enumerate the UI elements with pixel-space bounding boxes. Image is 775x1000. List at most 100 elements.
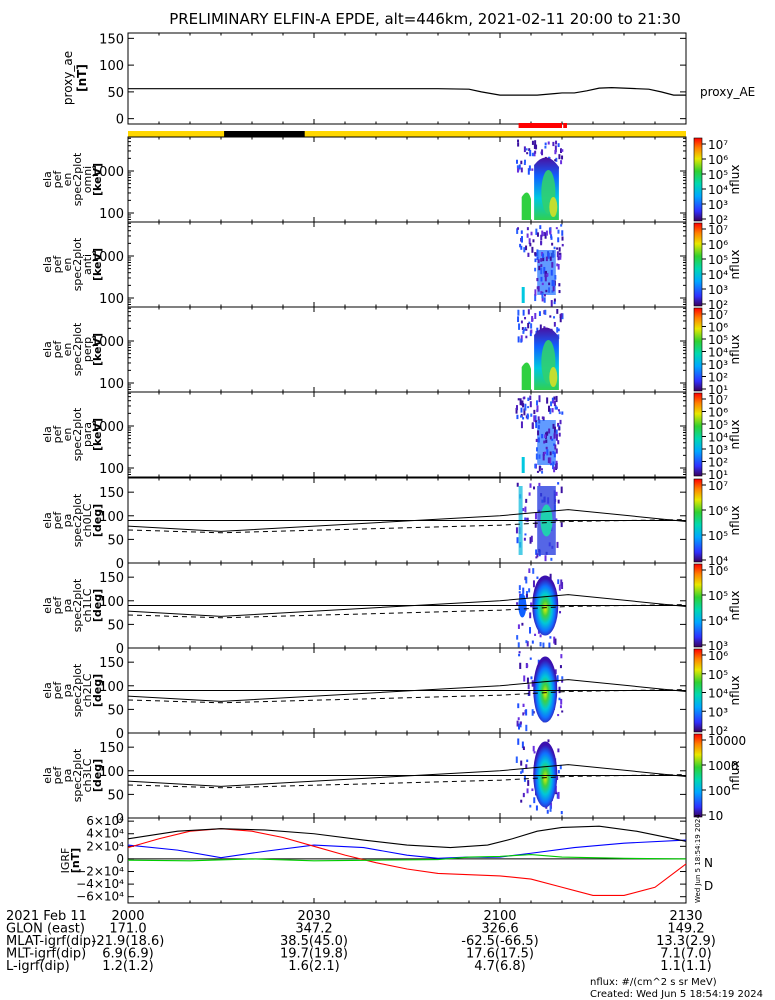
ela_pef_pa_spec2plot_ch1LC-flux-cell xyxy=(559,611,562,614)
ela_pef_pa_spec2plot_ch3LC-flux-cell xyxy=(520,771,523,774)
ela_pef_en_spec2plot_para-flux-cell xyxy=(537,425,540,430)
ela_pef_en_spec2plot_para-flux-cell xyxy=(551,438,554,441)
ela_pef_pa_spec2plot_ch1LC-flux-cell xyxy=(526,641,529,647)
ela_pef_en_spec2plot_perp-frame xyxy=(127,306,687,393)
ela_pef_en_spec2plot_perp-flux-cell xyxy=(522,330,525,334)
ela_pef_en_spec2plot_para-flux-cell xyxy=(558,426,561,431)
ela_pef_pa_spec2plot_ch2LC-flux-cell xyxy=(516,720,519,727)
ela_pef_en_spec2plot_perp-ylabel-line: ela xyxy=(41,341,54,358)
orbit-row-value: -62.5(-66.5) xyxy=(461,934,538,949)
ela_pef_pa_spec2plot_ch1LC-ytick-label: 50 xyxy=(107,618,124,633)
ela_pef_pa_spec2plot_ch1LC-ylabel-line: [deg] xyxy=(91,589,104,622)
ela_pef_en_spec2plot_para-flux-cell xyxy=(538,465,541,472)
ela_pef_en_spec2plot_omni-cbar-title-text: nflux xyxy=(728,165,742,195)
ela_pef_pa_spec2plot_ch2LC-flux-cell xyxy=(561,710,564,713)
ela_pef_en_spec2plot_para-flux-cell xyxy=(527,406,530,409)
ela_pef_en_spec2plot_para-flux-cell xyxy=(538,454,541,459)
ela_pef_en_spec2plot_anti-flux-cell xyxy=(558,252,561,255)
ela_pef_pa_spec2plot_ch0LC-flux-cell xyxy=(535,556,538,559)
ela_pef_pa_spec2plot_ch2LC-loss-cone-line xyxy=(127,679,687,702)
ela_pef_en_spec2plot_para-flux-cell xyxy=(540,468,543,471)
ela_pef_pa_spec2plot_ch3LC-flux-cell xyxy=(557,791,560,799)
ela_pef_pa_spec2plot_ch1LC-flux-cell xyxy=(525,576,528,584)
ela_pef_en_spec2plot_omni-flux-cell xyxy=(554,159,557,162)
ela_pef_en_spec2plot_anti-colorbar xyxy=(693,222,703,307)
ela_pef_en_spec2plot_para-flux-cell xyxy=(553,452,556,458)
orbit-row-value: 38.5(45.0) xyxy=(280,934,348,949)
ela_pef_pa_spec2plot_ch3LC-cbar-title: nflux xyxy=(728,761,742,791)
ela_pef_en_spec2plot_anti-frame xyxy=(127,221,687,308)
igrf-ylabel-line: [nT] xyxy=(69,848,82,873)
ela_pef_pa_spec2plot_ch3LC-flux-cell xyxy=(547,739,550,743)
ela_pef_en_spec2plot_omni-cbar-label: 10⁶ xyxy=(708,153,728,167)
ela_pef_en_spec2plot_omni-ylabel-line: omni xyxy=(81,166,94,193)
ela_pef_en_spec2plot_anti-flux-cell xyxy=(536,232,539,237)
ela_pef_en_spec2plot_perp-flux-cell xyxy=(521,327,524,331)
ela_pef_en_spec2plot_anti-flux-cell xyxy=(540,240,543,246)
ela_pef_en_spec2plot_omni-flux-cell xyxy=(534,140,537,148)
ela_pef_pa_spec2plot_ch2LC-flux-cell xyxy=(519,721,522,725)
ela_pef_en_spec2plot_anti-flux-cell xyxy=(549,230,552,235)
ela_pef_en_spec2plot_anti-flux-cell xyxy=(532,239,535,243)
ela_pef_pa_spec2plot_ch2LC-flux-cell xyxy=(523,675,526,682)
ela_pef_pa_spec2plot_ch2LC-flux-cell xyxy=(517,703,520,709)
orbit-row-value: 149.2 xyxy=(667,922,704,937)
ela_pef_en_spec2plot_para-cbar-label: 10⁷ xyxy=(708,393,728,407)
ela_pef_pa_spec2plot_ch3LC-flux-cell xyxy=(560,811,563,815)
ela_pef_en_spec2plot_perp-flux-cell xyxy=(539,324,542,332)
ela_pef_en_spec2plot_para-flux-cell xyxy=(544,434,547,439)
ela_pef_pa_spec2plot_ch1LC-flux-cell xyxy=(518,591,521,594)
ela_pef_pa_spec2plot_ch0LC-flux-cell xyxy=(533,486,536,490)
ela_pef_en_spec2plot_para-cbar-title: nflux xyxy=(728,420,742,450)
ela_pef_pa_spec2plot_ch1LC-flux-cell xyxy=(516,602,519,605)
ela_pef_en_spec2plot_para-flux-cell xyxy=(549,451,552,456)
ela_pef_en_spec2plot_perp-flux-cell xyxy=(538,311,541,316)
ela_pef_en_spec2plot_perp-flux-low xyxy=(521,362,531,390)
ela_pef_en_spec2plot_para-flux-cell xyxy=(535,422,538,429)
ela_pef_pa_spec2plot_ch3LC-anti-loss-cone-line xyxy=(127,774,687,789)
ela_pef_pa_spec2plot_ch1LC-flux-cell xyxy=(539,634,542,638)
ela_pef_en_spec2plot_para-flux-cell xyxy=(549,457,552,464)
ela_pef_pa_spec2plot_ch0LC-ytick-label: 0 xyxy=(116,557,124,572)
ela_pef_pa_spec2plot_ch3LC-flux-cell xyxy=(521,741,524,749)
ela_pef_en_spec2plot_para-flux-cell xyxy=(515,405,518,411)
ela_pef_en_spec2plot_para-flux-cell xyxy=(546,397,549,404)
ela_pef_en_spec2plot_para-flux-cell xyxy=(547,405,550,412)
ela_pef_pa_spec2plot_ch2LC-ytick-label: 100 xyxy=(99,680,124,695)
orbit-row-value: 2030 xyxy=(297,909,330,924)
ela_pef_en_spec2plot_para-flux-cell xyxy=(549,408,552,415)
ela_pef_pa_spec2plot_ch2LC-cbar-label: 10³ xyxy=(708,705,728,719)
ela_pef_en_spec2plot_perp-flux-cell xyxy=(520,338,523,343)
ela_pef_en_spec2plot_omni-flux-cell xyxy=(558,154,561,160)
ela_pef_en_spec2plot_omni-flux-cell xyxy=(554,145,557,153)
igrf-side-stamp-text: Wed Jun 5 18:54:19 2024 xyxy=(694,814,702,903)
ela_pef_en_spec2plot_anti-flux-cell xyxy=(540,276,543,282)
ela_pef_pa_spec2plot_ch3LC-flux-cell xyxy=(533,797,536,804)
ela_pef_pa_spec2plot_ch2LC-ytick-label: 150 xyxy=(99,656,124,671)
ela_pef_en_spec2plot_para-flux-cell xyxy=(522,417,525,420)
ela_pef_en_spec2plot_anti-flux-cell xyxy=(560,224,563,227)
ela_pef_en_spec2plot_para-flux-cell xyxy=(527,397,530,401)
ela_pef_pa_spec2plot_ch3LC-ylabel-line: ela xyxy=(41,767,54,784)
ela_pef_en_spec2plot_perp-flux-cell xyxy=(531,316,534,322)
ela_pef_en_spec2plot_anti-ylabel-line: en xyxy=(61,258,74,272)
ela_pef_pa_spec2plot_ch2LC-flux-cell xyxy=(561,679,564,683)
ela_pef_en_spec2plot_anti-flux-cell xyxy=(540,267,543,275)
ela_pef_pa_spec2plot_ch3LC-ylabel-line: pef xyxy=(51,766,64,785)
orbit-row-value: 6.9(6.9) xyxy=(102,947,154,962)
ela_pef_pa_spec2plot_ch1LC-ylabel-line: ela xyxy=(41,597,54,614)
ela_pef_en_spec2plot_para-flux-cell xyxy=(537,430,540,436)
ela_pef_pa_spec2plot_ch3LC-flux-cell xyxy=(525,764,528,769)
ela_pef_en_spec2plot_para-flux-cell xyxy=(559,419,562,425)
ela_pef_pa_spec2plot_ch2LC-flux-cell xyxy=(528,690,531,696)
ela_pef_pa_spec2plot_ch2LC-cbar-label: 10² xyxy=(708,724,728,738)
ela_pef_en_spec2plot_para-flux-cell xyxy=(516,414,519,420)
ela_pef_pa_spec2plot_ch1LC-flux-cell xyxy=(517,624,520,629)
ela_pef_en_spec2plot_omni-cbar-title: nflux xyxy=(728,165,742,195)
ela_pef_pa_spec2plot_ch0LC-ylabel-line: pa xyxy=(61,514,74,528)
ela_pef_en_spec2plot_anti-cbar-label: 10² xyxy=(708,298,728,312)
ela_pef_pa_spec2plot_ch0LC-flux-cell xyxy=(523,537,526,541)
ela_pef_pa_spec2plot_ch1LC-anti-loss-cone-line xyxy=(127,604,687,619)
ela_pef_pa_spec2plot_ch0LC-flux-cell xyxy=(530,535,533,543)
ela_pef_pa_spec2plot_ch2LC-flux-cell xyxy=(519,662,522,669)
